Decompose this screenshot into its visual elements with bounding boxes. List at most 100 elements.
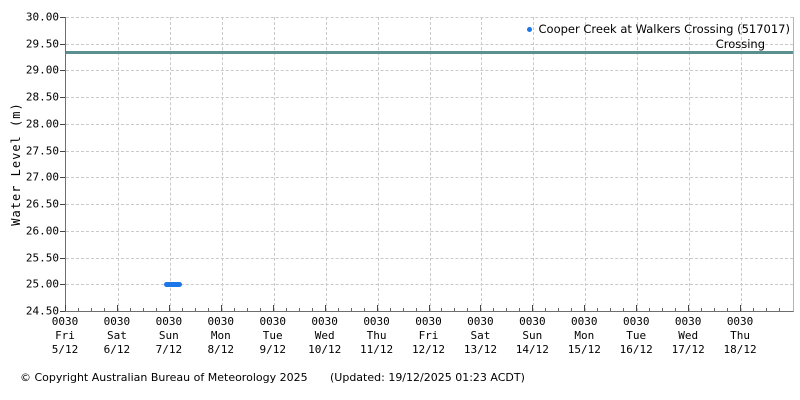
x-axis-major-tick bbox=[532, 305, 534, 311]
x-tick-time: 0030 bbox=[571, 315, 598, 328]
x-axis-major-tick bbox=[220, 305, 222, 311]
y-tick-label: 28.00 bbox=[25, 117, 59, 131]
plot-area: Crossing Cooper Creek at Walkers Crossin… bbox=[65, 17, 794, 312]
x-axis-minor-tick bbox=[714, 308, 716, 311]
x-tick-label-group: 0030 Wed 10/12 bbox=[294, 315, 356, 357]
copyright-text: © Copyright Australian Bureau of Meteoro… bbox=[20, 371, 308, 384]
x-tick-label-group: 0030 Tue 16/12 bbox=[605, 315, 667, 357]
x-axis-minor-tick bbox=[207, 308, 209, 311]
x-axis-minor-tick bbox=[285, 308, 287, 311]
x-tick-date: 10/12 bbox=[308, 343, 342, 356]
crossing-line-label: Crossing bbox=[715, 37, 765, 52]
x-axis-minor-tick bbox=[311, 308, 313, 311]
x-axis-minor-tick bbox=[389, 308, 391, 311]
x-axis-major-tick bbox=[168, 305, 170, 311]
x-tick-label-group: 0030 Wed 17/12 bbox=[657, 315, 719, 357]
x-tick-time: 0030 bbox=[363, 315, 390, 328]
x-axis-minor-tick bbox=[77, 308, 79, 311]
x-axis-minor-tick bbox=[597, 308, 599, 311]
updated-text: (Updated: 19/12/2025 01:23 ACDT) bbox=[330, 371, 525, 384]
x-axis-minor-tick bbox=[259, 308, 261, 311]
y-axis-tick bbox=[60, 150, 65, 152]
legend-label: Cooper Creek at Walkers Crossing (517017… bbox=[538, 22, 790, 36]
x-tick-day: Sat bbox=[470, 329, 491, 342]
y-axis-tick bbox=[60, 97, 65, 99]
x-tick-label-group: 0030 Sat 13/12 bbox=[449, 315, 511, 357]
x-gridline bbox=[273, 17, 275, 311]
x-tick-date: 18/12 bbox=[723, 343, 757, 356]
x-axis-major-tick bbox=[740, 305, 742, 311]
x-axis-minor-tick bbox=[662, 308, 664, 311]
x-tick-time: 0030 bbox=[415, 315, 442, 328]
x-axis-minor-tick bbox=[129, 308, 131, 311]
x-gridline bbox=[689, 17, 691, 311]
x-axis-major-tick bbox=[480, 305, 482, 311]
x-tick-time: 0030 bbox=[311, 315, 338, 328]
crossing-reference-line bbox=[66, 50, 793, 54]
y-axis-tick bbox=[60, 257, 65, 259]
x-tick-time: 0030 bbox=[519, 315, 546, 328]
x-axis-major-tick bbox=[376, 305, 378, 311]
x-axis-major-tick bbox=[65, 305, 66, 311]
y-axis-tick bbox=[60, 311, 65, 312]
y-tick-label: 25.50 bbox=[25, 251, 59, 265]
x-gridline bbox=[429, 17, 431, 311]
x-axis-minor-tick bbox=[441, 308, 443, 311]
x-tick-date: 12/12 bbox=[411, 343, 446, 356]
x-tick-label-group: 0030 Tue 9/12 bbox=[242, 315, 304, 357]
x-tick-date: 5/12 bbox=[51, 343, 79, 356]
x-axis-minor-tick bbox=[779, 308, 781, 311]
x-axis-major-tick bbox=[324, 305, 326, 311]
x-tick-day: Mon bbox=[210, 329, 231, 342]
x-axis-major-tick bbox=[688, 305, 690, 311]
x-axis-major-tick bbox=[116, 305, 118, 311]
x-axis-minor-tick bbox=[298, 308, 300, 311]
x-tick-time: 0030 bbox=[467, 315, 494, 328]
y-tick-label: 29.00 bbox=[25, 63, 59, 77]
x-axis-minor-tick bbox=[571, 308, 573, 311]
x-axis-minor-tick bbox=[233, 308, 235, 311]
x-tick-label-group: 0030 Fri 12/12 bbox=[398, 315, 460, 357]
x-gridline bbox=[221, 17, 223, 311]
x-tick-day: Tue bbox=[262, 329, 283, 342]
y-tick-label: 27.00 bbox=[25, 170, 59, 184]
x-tick-day: Tue bbox=[626, 329, 647, 342]
x-tick-day: Fri bbox=[418, 329, 439, 342]
x-axis-minor-tick bbox=[727, 308, 729, 311]
y-axis-tick bbox=[60, 123, 65, 125]
x-axis-minor-tick bbox=[558, 308, 560, 311]
x-axis-minor-tick bbox=[337, 308, 339, 311]
x-axis-minor-tick bbox=[766, 308, 768, 311]
x-tick-time: 0030 bbox=[622, 315, 650, 328]
x-tick-day: Sat bbox=[106, 329, 127, 342]
y-tick-label: 29.50 bbox=[25, 37, 59, 51]
x-axis-minor-tick bbox=[350, 308, 352, 311]
x-tick-label-group: 0030 Mon 8/12 bbox=[190, 315, 252, 357]
y-tick-label: 30.00 bbox=[25, 10, 59, 24]
x-tick-day: Wed bbox=[314, 329, 335, 342]
y-tick-label: 27.50 bbox=[25, 144, 59, 158]
y-tick-label: 25.00 bbox=[25, 277, 59, 291]
x-tick-date: 9/12 bbox=[259, 343, 286, 356]
x-gridline bbox=[325, 17, 327, 311]
data-point-series bbox=[163, 281, 183, 287]
x-tick-date: 8/12 bbox=[207, 343, 235, 356]
x-axis-minor-tick bbox=[90, 308, 92, 311]
legend-marker-dot bbox=[526, 26, 532, 32]
y-axis-tick bbox=[60, 43, 65, 45]
x-axis-minor-tick bbox=[610, 308, 612, 311]
y-axis-tick bbox=[60, 204, 65, 206]
x-axis-minor-tick bbox=[701, 308, 703, 311]
x-gridline bbox=[377, 17, 379, 311]
x-axis-minor-tick bbox=[194, 308, 196, 311]
x-axis-minor-tick bbox=[649, 308, 651, 311]
x-tick-date: 14/12 bbox=[515, 343, 549, 356]
x-tick-time: 0030 bbox=[103, 315, 131, 328]
x-axis-minor-tick bbox=[103, 308, 105, 311]
x-tick-day: Wed bbox=[678, 329, 699, 342]
x-axis-major-tick bbox=[428, 305, 430, 311]
x-gridline bbox=[117, 17, 119, 311]
x-tick-label-group: 0030 Sun 14/12 bbox=[501, 315, 563, 357]
x-axis-minor-tick bbox=[467, 308, 469, 311]
